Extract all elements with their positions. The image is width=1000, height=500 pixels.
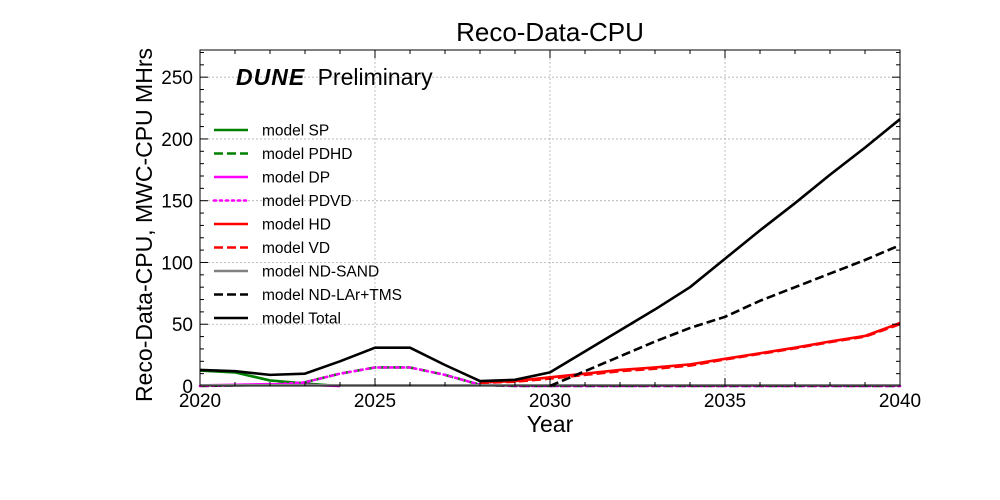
grid: [200, 50, 900, 386]
y-tick-label: 150: [161, 192, 193, 213]
legend-entry-model-pdvd: model PDVD: [212, 193, 352, 210]
y-tick-label: 100: [161, 253, 193, 274]
legend-label: model HD: [262, 217, 331, 234]
legend-label: model PDHD: [262, 146, 352, 163]
series-line-model-total: [199, 118, 901, 383]
legend-entry-model-pdhd: model PDHD: [214, 146, 352, 163]
legend-label: model ND-LAr+TMS: [262, 287, 402, 304]
legend: model SP model PDHD model DP model PDVD mode…: [212, 123, 402, 328]
experiment-annotation: DUNE Preliminary: [236, 64, 433, 90]
y-axis-label: Reco-Data-CPU, MWC-CPU MHrs: [131, 48, 157, 402]
legend-label: model VD: [262, 240, 330, 257]
preliminary-label: Preliminary: [318, 64, 434, 90]
x-tick-label: 2035: [704, 391, 746, 412]
tick-labels: 2020 2025 2030 2035 2040 0 50 100 150 200 250: [161, 68, 921, 412]
legend-entry-model-nd-sand: model ND-SAND: [214, 264, 379, 281]
legend-entry-model-sp: model SP: [214, 123, 329, 140]
chart-title: Reco-Data-CPU: [456, 17, 644, 47]
series-line-model-nd-lar-tms: [549, 243, 901, 388]
legend-entry-model-vd: model VD: [214, 240, 330, 257]
legend-label: model SP: [262, 123, 329, 140]
legend-label: model DP: [262, 170, 330, 187]
legend-label: model Total: [262, 311, 341, 328]
y-tick-label: 50: [172, 315, 193, 336]
dune-brand: DUNE: [236, 64, 305, 90]
x-tick-label: 2020: [179, 391, 221, 412]
legend-label: model ND-SAND: [262, 264, 379, 281]
legend-entry-model-hd: model HD: [214, 217, 331, 234]
legend-entry-model-total: model Total: [214, 311, 341, 328]
legend-entry-model-nd-lar-tms: model ND-LAr+TMS: [214, 287, 402, 304]
legend-label: model PDVD: [262, 193, 352, 210]
y-tick-label: 250: [161, 68, 193, 89]
x-axis-label: Year: [527, 411, 574, 437]
y-tick-label: 200: [161, 130, 193, 151]
x-tick-label: 2025: [354, 391, 396, 412]
legend-entry-model-dp: model DP: [214, 170, 330, 187]
ticks: [199, 50, 901, 387]
x-tick-label: 2030: [529, 391, 571, 412]
y-tick-label: 0: [182, 377, 193, 398]
x-tick-label: 2040: [879, 391, 921, 412]
